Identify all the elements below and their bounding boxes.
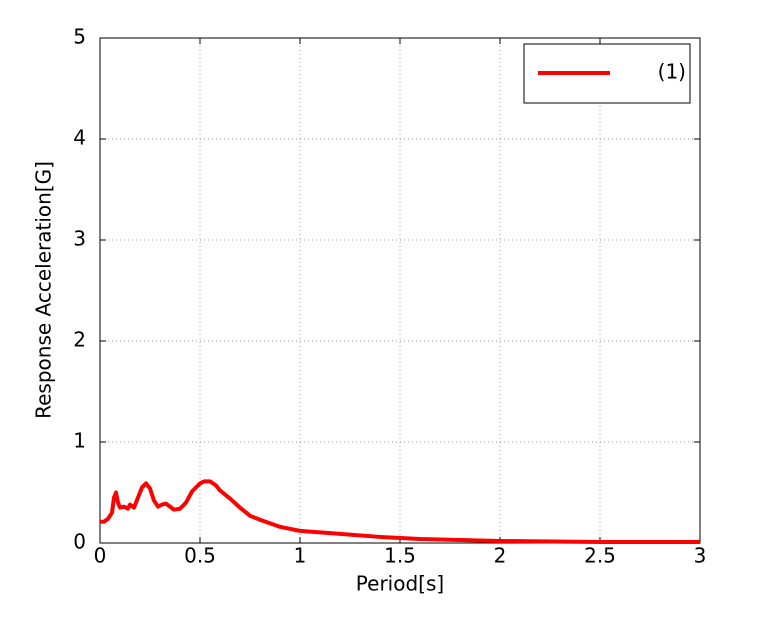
x-tick-label: 3 <box>694 544 707 568</box>
x-axis-label: Period[s] <box>356 572 444 596</box>
y-tick-label: 5 <box>73 25 86 49</box>
x-tick-label: 2.5 <box>584 544 616 568</box>
x-tick-label: 1 <box>294 544 307 568</box>
x-tick-label: 0 <box>94 544 107 568</box>
y-tick-label: 3 <box>73 227 86 251</box>
data-line <box>100 479 700 544</box>
y-tick-label: 2 <box>73 328 86 352</box>
x-tick-label: 2 <box>494 544 507 568</box>
plot-frame <box>99 37 701 544</box>
y-axis-label: Response Acceleration[G] <box>32 161 56 419</box>
y-tick-label: 4 <box>73 126 86 150</box>
x-tick-label: 1.5 <box>384 544 416 568</box>
y-tick-label: 1 <box>73 429 86 453</box>
legend-label: (1) <box>658 60 686 84</box>
x-tick-label: 0.5 <box>184 544 216 568</box>
y-tick-label: 0 <box>73 530 86 554</box>
